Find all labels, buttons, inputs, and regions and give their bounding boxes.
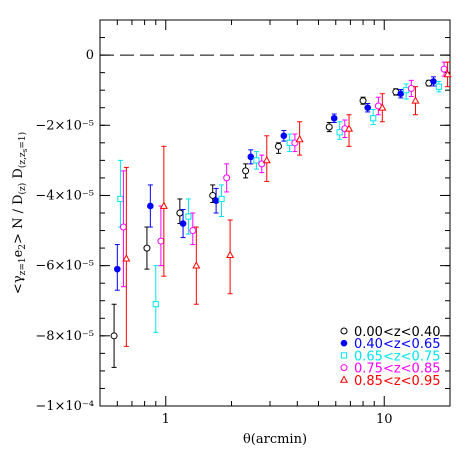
point-marker xyxy=(407,84,415,92)
point-marker xyxy=(253,157,260,164)
legend-entry: 0.85<z<0.95 xyxy=(354,374,441,389)
point-marker xyxy=(189,227,197,235)
series-0.40<z<0.65 xyxy=(113,76,437,291)
y-tick-label: −6×10⁻⁵ xyxy=(35,259,94,274)
y-tick-label: −1×10⁻⁴ xyxy=(35,399,94,414)
series-0.85<z<0.95 xyxy=(122,61,452,347)
point-marker xyxy=(242,167,250,175)
point-marker xyxy=(344,124,354,132)
legend-entry: 0.65<z<0.75 xyxy=(354,349,441,364)
point-marker xyxy=(185,213,192,220)
point-marker xyxy=(117,195,124,203)
axis-ticks: 0 −2×10⁻⁵ −4×10⁻⁵ −6×10⁻⁵ −8×10⁻⁵ −1×10⁻⁴ 1 10 xyxy=(35,19,451,427)
point-marker xyxy=(176,209,184,217)
point-marker xyxy=(157,237,165,245)
point-marker xyxy=(159,201,168,209)
point-marker xyxy=(440,65,448,73)
point-marker xyxy=(370,115,377,122)
point-marker xyxy=(143,244,151,252)
point-marker xyxy=(147,202,154,210)
point-marker xyxy=(179,220,187,227)
point-marker xyxy=(280,132,288,140)
point-marker xyxy=(430,78,437,85)
svg-text:<γz=1e2> N / D(z) D(z,zs=1): <γz=1e2> N / D(z) D(z,zs=1) xyxy=(11,132,29,294)
y-tick-label: −4×10⁻⁵ xyxy=(35,188,94,203)
point-marker xyxy=(113,265,121,273)
point-marker xyxy=(336,129,343,136)
point-marker xyxy=(110,332,118,340)
point-marker xyxy=(330,114,338,122)
point-marker xyxy=(378,103,387,111)
point-marker xyxy=(262,155,271,164)
point-marker xyxy=(340,327,348,335)
point-marker xyxy=(364,104,371,112)
point-marker xyxy=(339,375,349,383)
legend-entry: 0.40<z<0.65 xyxy=(354,337,441,352)
point-marker xyxy=(274,142,282,150)
x-tick-label: 1 xyxy=(162,412,170,427)
point-marker xyxy=(192,261,201,269)
point-marker xyxy=(359,97,367,105)
point-marker xyxy=(247,153,255,161)
y-tick-label: 0 xyxy=(86,48,94,63)
series-0.75<z<0.85 xyxy=(119,61,448,288)
point-marker xyxy=(218,195,225,203)
point-marker xyxy=(295,134,304,143)
point-marker xyxy=(212,197,220,205)
y-tick-label: −8×10⁻⁵ xyxy=(35,329,94,344)
series-0.65<z<0.75 xyxy=(117,80,443,333)
legend: 0.00<z<0.400.40<z<0.650.65<z<0.750.75<z<… xyxy=(339,325,441,389)
y-tick-label: −2×10⁻⁵ xyxy=(35,118,94,133)
point-marker xyxy=(435,83,443,90)
point-marker xyxy=(223,174,231,182)
point-marker xyxy=(443,69,452,78)
point-marker xyxy=(411,96,420,104)
point-marker xyxy=(209,191,217,199)
x-tick-label: 10 xyxy=(376,412,393,427)
point-marker xyxy=(119,223,127,231)
legend-entry: 0.75<z<0.85 xyxy=(354,362,441,377)
point-marker xyxy=(340,352,348,359)
y-axis-label: <γz=1e2> N / D(z) D(z,zs=1) xyxy=(11,132,29,294)
point-marker xyxy=(122,254,131,262)
x-axis-label: θ(arcmin) xyxy=(243,432,307,447)
point-marker xyxy=(340,339,348,347)
point-marker xyxy=(397,90,405,97)
data-marks xyxy=(100,54,452,368)
point-marker xyxy=(325,123,333,131)
point-marker xyxy=(152,301,159,308)
point-marker xyxy=(226,250,235,259)
point-marker xyxy=(340,364,348,372)
legend-entry: 0.00<z<0.40 xyxy=(354,325,441,340)
